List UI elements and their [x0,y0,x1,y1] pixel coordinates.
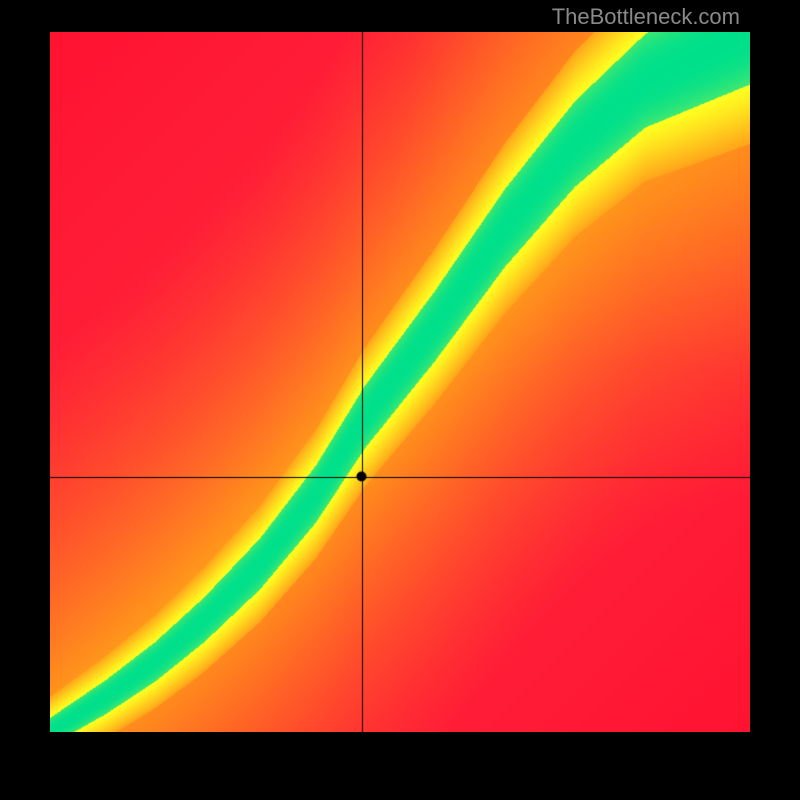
plot-area [50,32,750,732]
bottleneck-heatmap [50,32,750,732]
watermark-text: TheBottleneck.com [552,4,740,30]
figure-container: TheBottleneck.com [0,0,800,800]
